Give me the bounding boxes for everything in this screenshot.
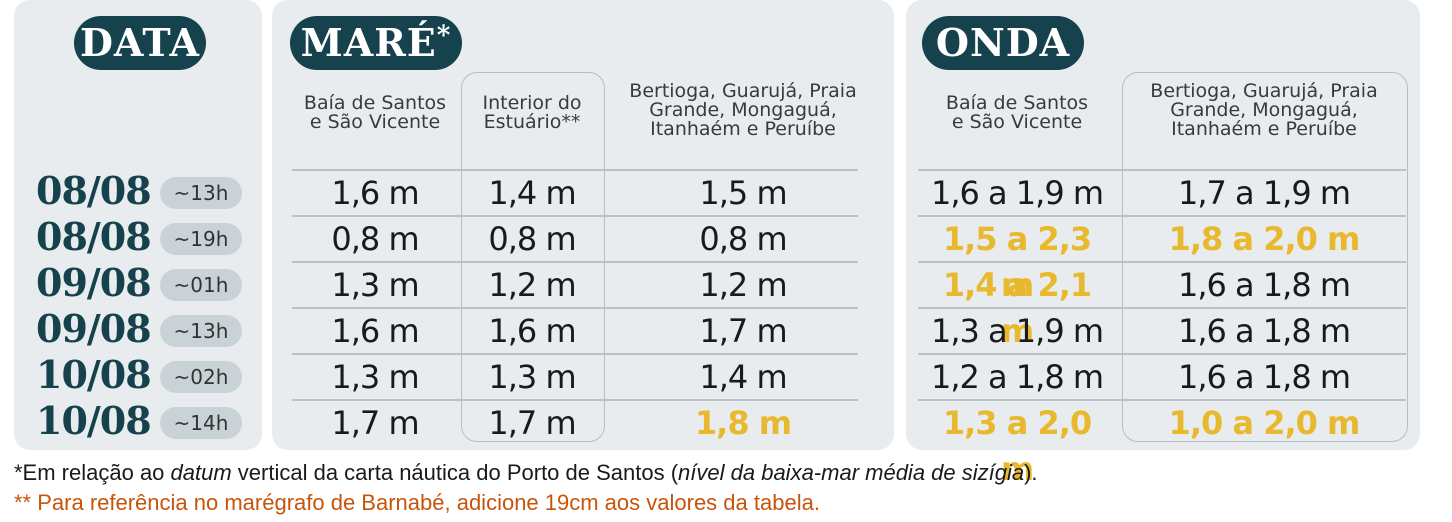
row-date: 08/08 [36, 214, 152, 259]
onda-cell: 1,4 a 2,1 m [942, 266, 1092, 350]
onda-header-label: ONDA [935, 20, 1071, 65]
mare-cell: 1,2 m [488, 266, 576, 304]
wave-panel [906, 0, 1420, 450]
row-date: 09/08 [36, 306, 152, 351]
footnote-barnabe: ** Para referência no marégrafo de Barna… [14, 490, 820, 515]
onda-cell: 1,6 a 1,8 m [1177, 312, 1351, 350]
row-time-badge: ~02h [160, 361, 242, 393]
onda-coast-column-box [1122, 72, 1408, 442]
mare-row-separator [292, 399, 858, 401]
onda-cell: 1,7 a 1,9 m [1177, 174, 1351, 212]
mare-row-separator [292, 353, 858, 355]
onda-col-header-santos: Baía de Santos e São Vicente [945, 92, 1089, 133]
mare-col-header-coast: Bertioga, Guarujá, Praia Grande, Mongagu… [629, 80, 857, 140]
mare-cell: 1,6 m [488, 312, 576, 350]
onda-row-separator [918, 215, 1406, 217]
row-date: 10/08 [36, 398, 152, 443]
onda-header-pill: ONDA [922, 16, 1084, 70]
row-time-badge: ~19h [160, 223, 242, 255]
row-date: 08/08 [36, 168, 152, 213]
tide-panel [272, 0, 894, 450]
mare-cell: 1,6 m [331, 312, 419, 350]
mare-cell: 0,8 m [699, 220, 787, 258]
row-time-badge: ~13h [160, 177, 242, 209]
mare-header-pill: MARÉ* [290, 16, 462, 70]
mare-row-separator [292, 215, 858, 217]
mare-cell: 0,8 m [331, 220, 419, 258]
mare-cell: 1,4 m [488, 174, 576, 212]
mare-header-mark: * [436, 21, 452, 51]
onda-cell: 1,2 a 1,8 m [930, 358, 1104, 396]
row-time-badge: ~14h [160, 407, 242, 439]
mare-row-separator [292, 169, 858, 171]
onda-row-separator [918, 307, 1406, 309]
onda-cell: 1,8 a 2,0 m [1168, 220, 1361, 258]
mare-cell: 1,3 m [488, 358, 576, 396]
row-time-badge: ~13h [160, 315, 242, 347]
mare-col-header-estuario: Interior do Estuário** [482, 92, 582, 133]
mare-header-label: MARÉ [300, 20, 437, 65]
footnote-datum-text-e: ). [1024, 460, 1038, 485]
onda-cell: 1,6 a 1,8 m [1177, 358, 1351, 396]
onda-cell: 1,3 a 1,9 m [930, 312, 1104, 350]
mare-cell: 1,3 m [331, 358, 419, 396]
onda-row-separator [918, 399, 1406, 401]
onda-row-separator [918, 353, 1406, 355]
onda-cell: 1,6 a 1,9 m [930, 174, 1104, 212]
mare-cell: 1,7 m [331, 404, 419, 442]
onda-row-separator [918, 261, 1406, 263]
mare-row-separator [292, 261, 858, 263]
onda-cell: 1,5 a 2,3 m [942, 220, 1092, 304]
footnote-datum: *Em relação ao datum vertical da carta n… [14, 460, 1038, 486]
mare-cell: 1,8 m [694, 404, 792, 442]
mare-cell: 1,2 m [699, 266, 787, 304]
row-date: 09/08 [36, 260, 152, 305]
mare-col-header-santos: Baía de Santos e São Vicente [303, 92, 447, 133]
onda-cell: 1,3 a 2,0 m [942, 404, 1092, 488]
row-date: 10/08 [36, 352, 152, 397]
onda-cell: 1,6 a 1,8 m [1177, 266, 1351, 304]
row-time-badge: ~01h [160, 269, 242, 301]
estuary-column-box [461, 72, 605, 442]
mare-cell: 1,6 m [331, 174, 419, 212]
footnote-datum-text-c: vertical da carta náutica do Porto de Sa… [231, 460, 679, 485]
mare-cell: 1,3 m [331, 266, 419, 304]
footnote-datum-text-a: *Em relação ao [14, 460, 171, 485]
mare-cell: 1,7 m [699, 312, 787, 350]
mare-row-separator [292, 307, 858, 309]
onda-row-separator [918, 169, 1406, 171]
footnote-datum-text-b: datum [170, 460, 232, 485]
mare-cell: 0,8 m [488, 220, 576, 258]
mare-cell: 1,5 m [699, 174, 787, 212]
data-header-pill: DATA [74, 16, 206, 70]
footnote-datum-text-d: nível da baixa-mar média de sizígia [678, 460, 1025, 485]
onda-col-header-coast: Bertioga, Guarujá, Praia Grande, Mongagu… [1150, 80, 1378, 140]
data-header-label: DATA [79, 20, 201, 65]
mare-cell: 1,7 m [488, 404, 576, 442]
mare-cell: 1,4 m [699, 358, 787, 396]
onda-cell: 1,0 a 2,0 m [1168, 404, 1361, 442]
